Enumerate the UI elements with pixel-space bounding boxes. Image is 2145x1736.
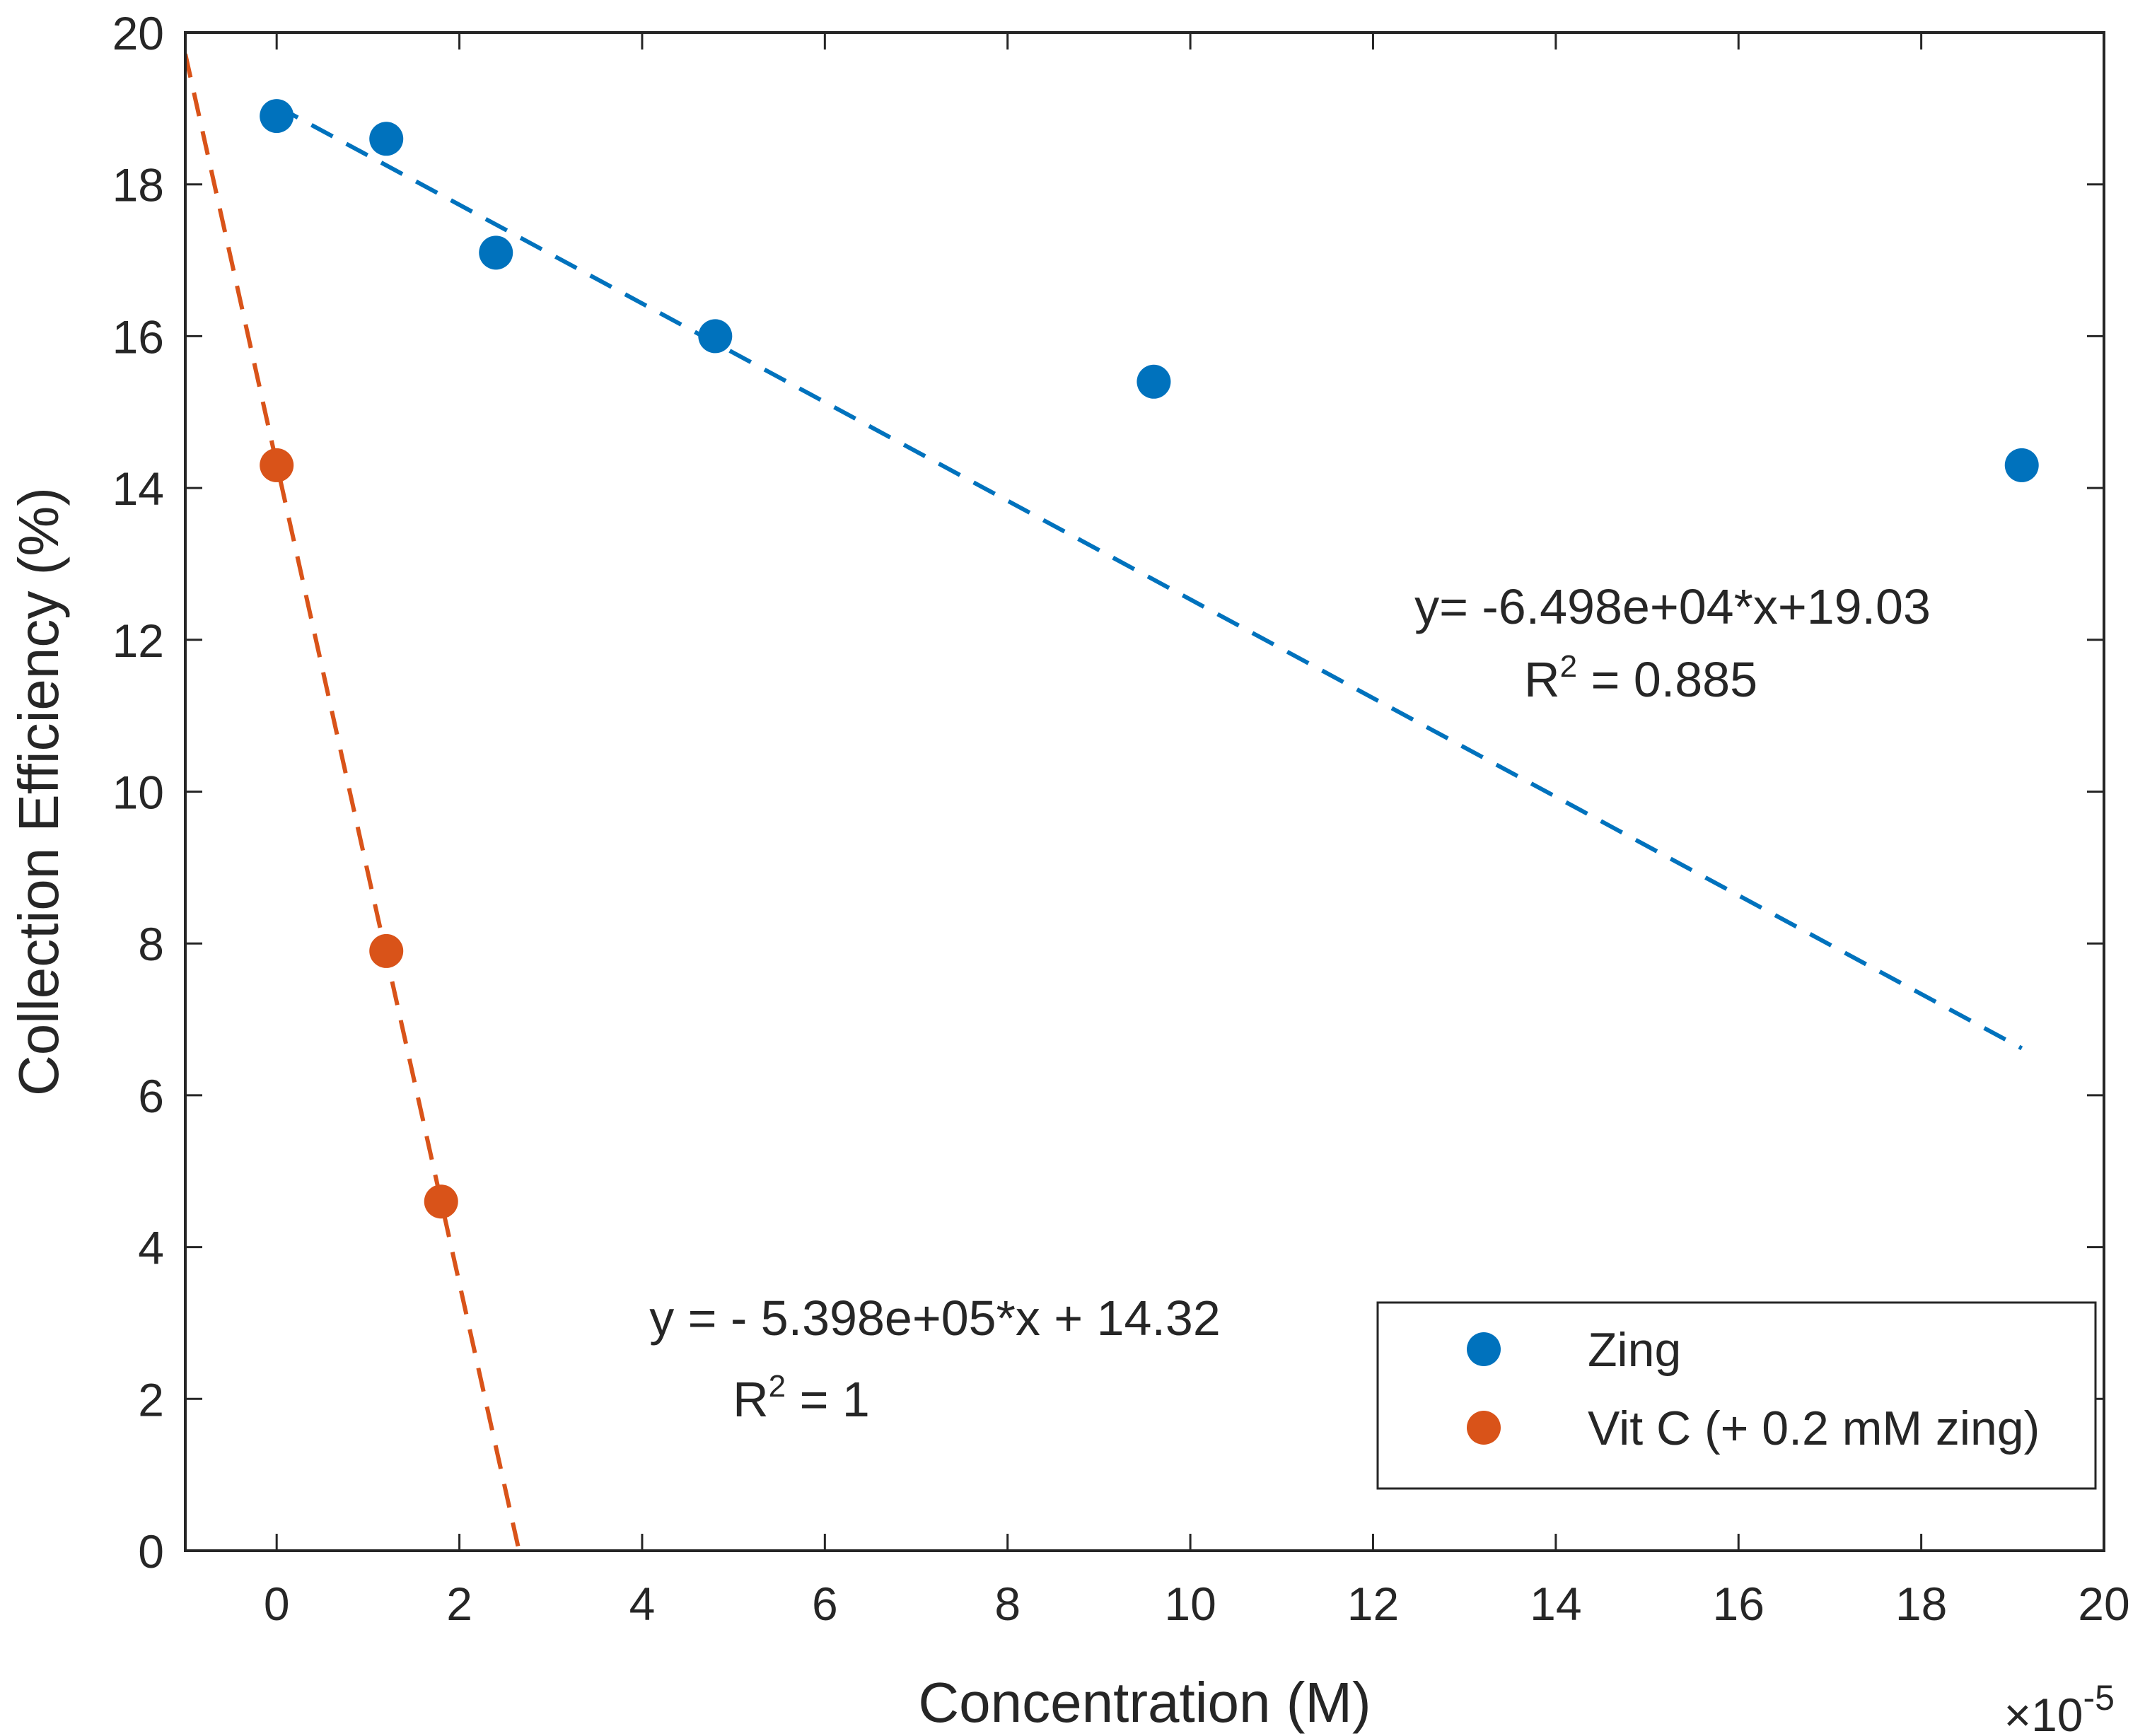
vitc-fit-annotation: y = - 5.398e+05*x + 14.32 R2 = 1: [649, 1291, 1221, 1427]
x-exponent-base: ×10: [2004, 1689, 2083, 1736]
x-tick-label: 20: [2078, 1578, 2129, 1630]
x-axis-title: Concentration (M): [918, 1671, 1371, 1734]
data-point-vitc: [424, 1184, 458, 1219]
y-tick-label: 2: [138, 1373, 164, 1426]
x-tick-label: 18: [1895, 1578, 1947, 1630]
x-tick-label: 16: [1713, 1578, 1765, 1630]
y-tick-label: 12: [112, 614, 164, 667]
data-point-zing: [698, 319, 733, 354]
y-axis-title: Collection Efficiency (%): [7, 487, 70, 1096]
x-exponent-label: ×10-5: [2004, 1678, 2115, 1736]
legend: Zing Vit C (+ 0.2 mM zing): [1376, 1301, 2097, 1490]
x-tick-label: 14: [1530, 1578, 1581, 1630]
y-tick-label: 16: [112, 310, 164, 363]
legend-label-vitc: Vit C (+ 0.2 mM zing): [1588, 1402, 2040, 1455]
y-tick-label: 4: [138, 1222, 164, 1274]
data-point-vitc: [260, 448, 294, 482]
vitc-fit-r2: R2 = 1: [733, 1369, 870, 1427]
y-tick-label: 20: [112, 7, 164, 59]
y-tick-label: 10: [112, 767, 164, 819]
x-tick-label: 0: [264, 1578, 290, 1630]
legend-box: [1376, 1301, 2097, 1490]
legend-label-zing: Zing: [1588, 1323, 1681, 1377]
x-tick-label: 4: [629, 1578, 656, 1630]
x-tick-label: 10: [1164, 1578, 1216, 1630]
data-point-zing: [479, 235, 513, 270]
plot-marks: [185, 53, 2039, 1551]
data-point-zing: [2004, 448, 2039, 482]
data-point-zing: [369, 122, 404, 156]
axis-ticks: 0 2 4 6 8 10 12 14 16 18 20 0 2 4 6 8 10 12 14 16 18 20: [112, 7, 2130, 1630]
y-tick-label: 6: [138, 1070, 164, 1122]
data-point-zing: [260, 99, 294, 134]
data-point-zing: [1137, 364, 1171, 399]
y-tick-label: 0: [138, 1525, 164, 1578]
x-tick-label: 6: [812, 1578, 838, 1630]
legend-marker-vitc: [1467, 1411, 1501, 1445]
y-tick-label: 18: [112, 159, 164, 211]
y-tick-label: 8: [138, 918, 164, 970]
vitc-fit-equation: y = - 5.398e+05*x + 14.32: [649, 1291, 1221, 1346]
y-tick-label: 14: [112, 462, 164, 515]
fit-line-zing: [275, 104, 2023, 1051]
x-tick-label: 8: [994, 1578, 1021, 1630]
x-exponent-power: -5: [2083, 1678, 2115, 1718]
zing-fit-annotation: y= -6.498e+04*x+19.03 R2 = 0.885: [1414, 579, 1931, 707]
zing-fit-r2: R2 = 0.885: [1524, 649, 1757, 707]
x-tick-label: 2: [446, 1578, 472, 1630]
data-point-vitc: [369, 933, 404, 968]
x-tick-label: 12: [1347, 1578, 1399, 1630]
zing-fit-equation: y= -6.498e+04*x+19.03: [1414, 579, 1931, 634]
legend-marker-zing: [1467, 1332, 1501, 1366]
fit-line-vitc: [185, 53, 521, 1551]
